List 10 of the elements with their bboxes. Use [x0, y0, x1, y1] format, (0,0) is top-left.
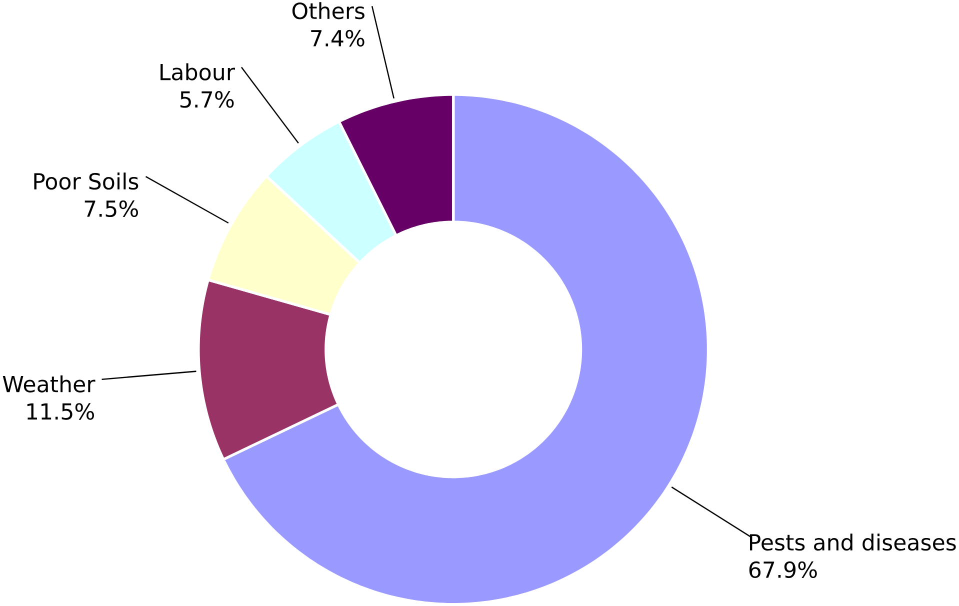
data-label: 11.5% — [27, 403, 94, 420]
data-label: 7.5% — [84, 200, 138, 218]
slice-label: Pests and diseases — [750, 534, 956, 551]
data-label: 5.7% — [180, 91, 234, 108]
data-label: 7.4% — [311, 30, 364, 47]
slice-label: Others — [292, 2, 364, 20]
slice-label: Labour — [160, 63, 235, 81]
slice-label: Weather — [2, 376, 96, 393]
data-label: 67.9% — [749, 562, 817, 578]
slice-label: Poor Soils — [34, 172, 138, 190]
